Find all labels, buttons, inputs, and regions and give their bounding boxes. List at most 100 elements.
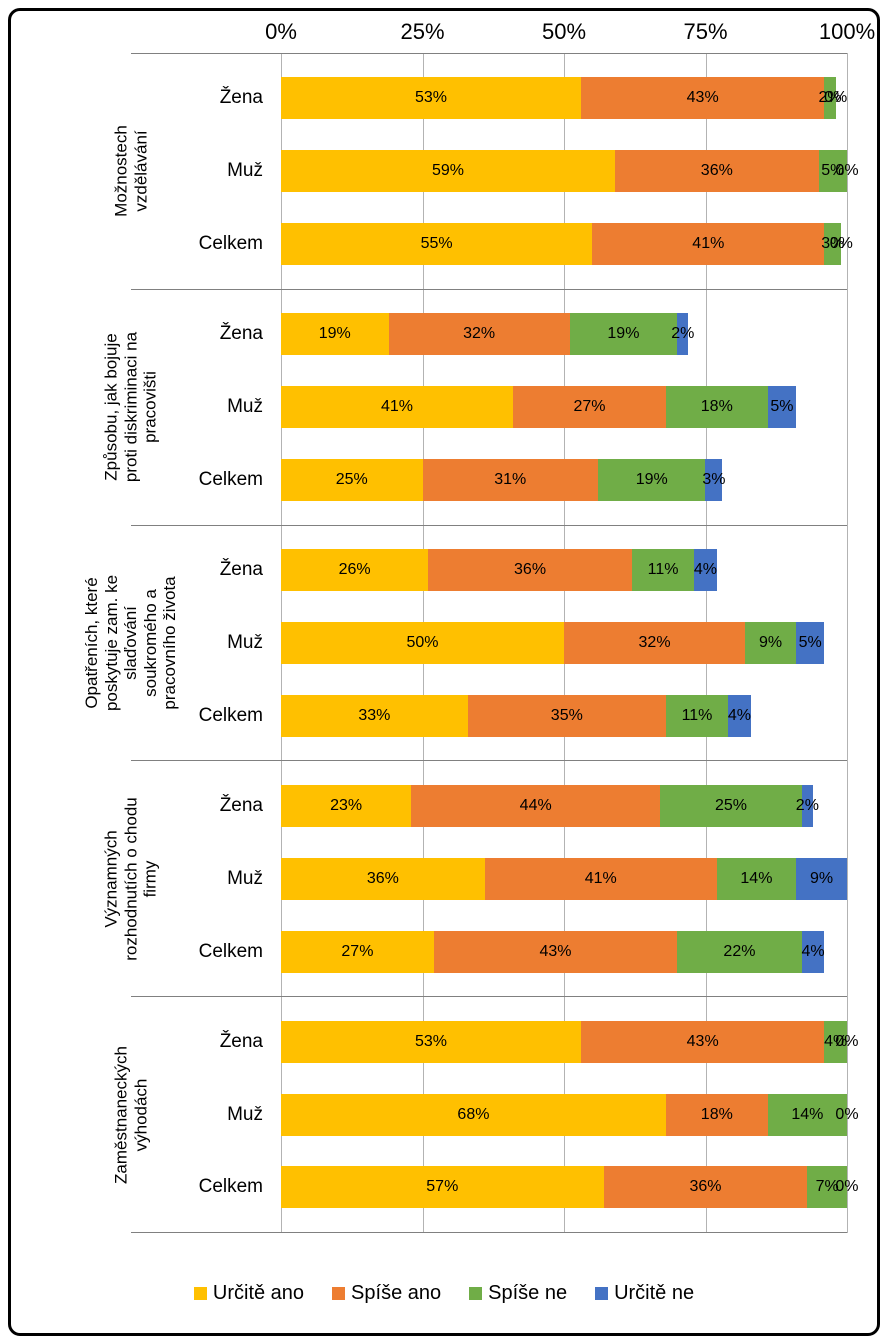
bar-segment-spise_ano: 41% [592, 223, 824, 265]
row-label: Celkem [131, 941, 271, 963]
x-tick-100: 100% [819, 19, 875, 45]
data-label: 36% [514, 561, 546, 579]
legend-label: Určitě ne [614, 1282, 694, 1305]
row-label: Celkem [131, 1176, 271, 1198]
bar-segment-urcite_ano: 59% [281, 150, 615, 192]
bar-segment-urcite_ano: 33% [281, 695, 468, 737]
chart-row: Žena 23%44%25%2% [131, 781, 847, 831]
legend-swatch [595, 1287, 608, 1300]
data-label: 14% [791, 1106, 823, 1124]
legend: Určitě anoSpíše anoSpíše neUrčitě ne [11, 1282, 877, 1305]
data-label: 41% [381, 398, 413, 416]
data-label: 5% [770, 398, 793, 416]
bar-track: 53%43%2%0% [281, 77, 847, 119]
data-label: 68% [457, 1106, 489, 1124]
bar-track: 36%41%14%9% [281, 858, 847, 900]
data-label: 33% [358, 707, 390, 725]
bar-segment-urcite_ano: 55% [281, 223, 592, 265]
chart-row: Celkem57%36%7%0% [131, 1162, 847, 1212]
x-tick-0: 0% [265, 19, 297, 45]
data-label: 31% [494, 471, 526, 489]
chart-row: Muž 36%41%14%9% [131, 854, 847, 904]
bar-segment-spise_ne: 25% [660, 785, 802, 827]
data-label: 43% [687, 1033, 719, 1051]
bar-segment-urcite_ano: 68% [281, 1094, 666, 1136]
bar-segment-urcite_ano: 36% [281, 858, 485, 900]
bar-segment-spise_ano: 32% [564, 622, 745, 664]
bar-segment-spise_ano: 18% [666, 1094, 768, 1136]
bar-segment-spise_ano: 31% [423, 459, 598, 501]
bar-segment-spise_ne: 22% [677, 931, 802, 973]
bar-segment-spise_ano: 27% [513, 386, 666, 428]
bar-segment-spise_ne: 18% [666, 386, 768, 428]
data-label: 32% [639, 634, 671, 652]
x-tick-25: 25% [400, 19, 444, 45]
bar-segment-spise_ano: 44% [411, 785, 660, 827]
row-label: Žena [131, 87, 271, 109]
row-label: Žena [131, 795, 271, 817]
chart-group: Opatřeních, které poskytuje zam. ke slaď… [131, 525, 847, 761]
bar-track: 59%36%5%0% [281, 150, 847, 192]
row-label: Muž [131, 868, 271, 890]
chart-group: Významných rozhodnutích o chodu firmyŽen… [131, 760, 847, 996]
data-label: 19% [319, 325, 351, 343]
data-label: 2% [796, 797, 819, 815]
bar-track: 50%32%9%5% [281, 622, 847, 664]
bar-segment-spise_ne: 11% [632, 549, 694, 591]
bar-segment-spise_ano: 32% [389, 313, 570, 355]
data-label: 27% [341, 943, 373, 961]
x-tick-75: 75% [683, 19, 727, 45]
legend-label: Určitě ano [213, 1282, 304, 1305]
bar-track: 26% 36% 11% 4% [281, 549, 847, 591]
row-label: Žena [131, 1031, 271, 1053]
chart-row: Celkem33%35%11%4% [131, 691, 847, 741]
chart-row: Žena26%36%11%4% [131, 545, 847, 595]
legend-swatch [194, 1287, 207, 1300]
data-label: 4% [694, 561, 717, 579]
bar-segment-spise_ne: 11% [666, 695, 728, 737]
row-label: Muž [131, 1104, 271, 1126]
data-label: 3% [702, 471, 725, 489]
plot-area: 0% 25% 50% 75% 100% Možnostech vzděláván… [131, 53, 847, 1233]
data-label: 43% [687, 89, 719, 107]
legend-swatch [332, 1287, 345, 1300]
bar-segment-urcite_ne: 4% [728, 695, 751, 737]
bar-segment-urcite_ne: 5% [768, 386, 796, 428]
data-label: 0% [824, 89, 847, 107]
bar-track: 41% 27% 18% 5% [281, 386, 847, 428]
bar-segment-urcite_ano: 19% [281, 313, 389, 355]
chart-row: Muž59%36%5%0% [131, 146, 847, 196]
data-label: 4% [728, 707, 751, 725]
data-label: 26% [339, 561, 371, 579]
chart-group: Způsobu, jak bojuje proti diskriminaci n… [131, 289, 847, 525]
bar-segment-spise_ano: 36% [428, 549, 632, 591]
data-label: 36% [367, 870, 399, 888]
data-label: 9% [759, 634, 782, 652]
bar-track: 23%44%25%2% [281, 785, 847, 827]
bar-segment-spise_ano: 36% [615, 150, 819, 192]
chart-row: Žena19%32%19%2% [131, 309, 847, 359]
bar-track: 55%41%3%0% [281, 223, 847, 265]
bar-segment-urcite_ano: 41% [281, 386, 513, 428]
bar-segment-urcite_ano: 25% [281, 459, 423, 501]
chart-row: Celkem27%43%22%4% [131, 927, 847, 977]
bar-segment-spise_ne: 9% [745, 622, 796, 664]
data-label: 14% [740, 870, 772, 888]
row-label: Muž [131, 632, 271, 654]
bar-track: 19%32%19%2% [281, 313, 847, 355]
data-label: 0% [835, 162, 858, 180]
row-label: Celkem [131, 469, 271, 491]
row-label: Žena [131, 323, 271, 345]
data-label: 35% [551, 707, 583, 725]
data-label: 18% [701, 398, 733, 416]
bar-segment-spise_ano: 43% [581, 1021, 824, 1063]
data-label: 32% [463, 325, 495, 343]
data-label: 27% [573, 398, 605, 416]
chart-row: Žena53%43%4%0% [131, 1017, 847, 1067]
bar-segment-urcite_ano: 53% [281, 77, 581, 119]
data-label: 11% [648, 561, 679, 579]
data-label: 43% [539, 943, 571, 961]
chart-row: Muž68%18%14%0% [131, 1090, 847, 1140]
chart-row: Muž50%32%9%5% [131, 618, 847, 668]
chart-frame: 0% 25% 50% 75% 100% Možnostech vzděláván… [8, 8, 880, 1336]
